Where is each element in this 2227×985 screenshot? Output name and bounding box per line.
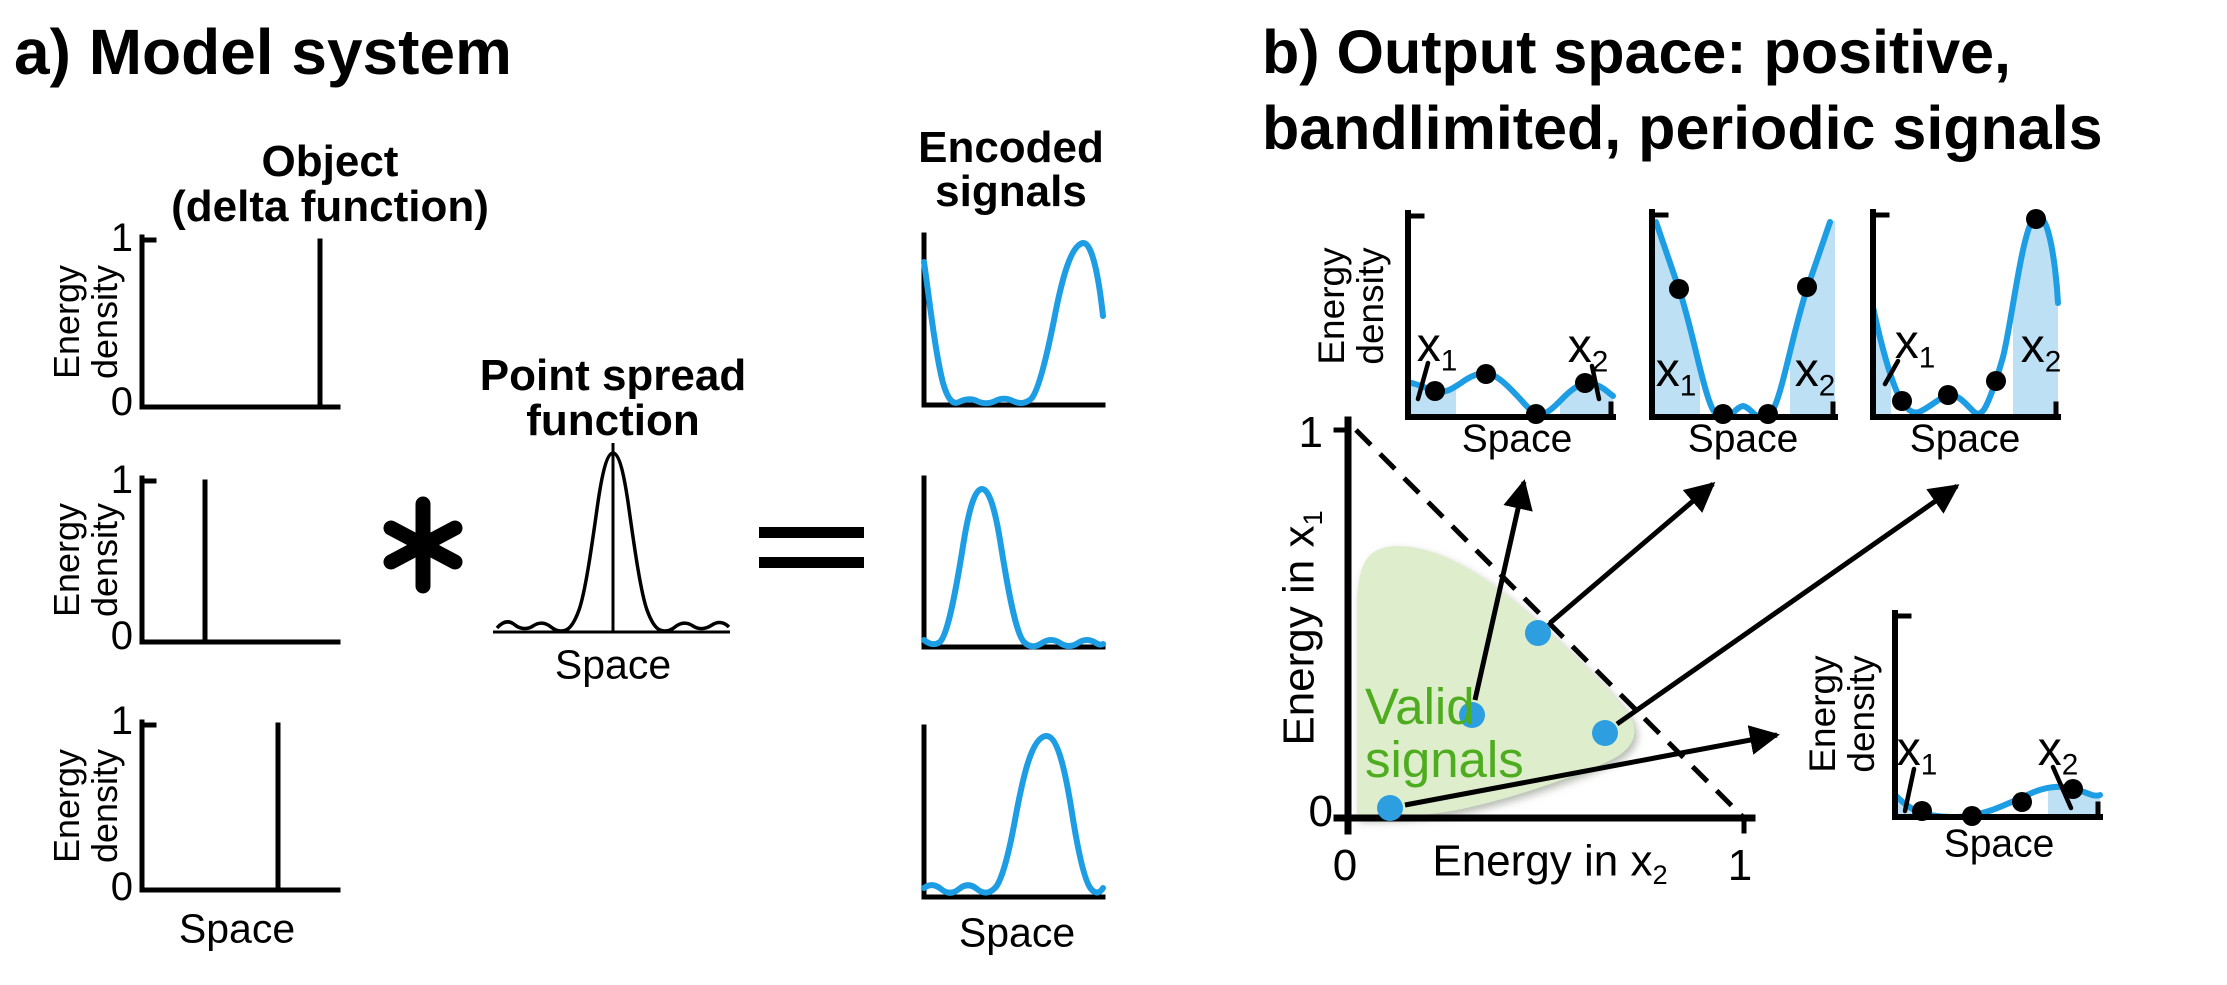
scatter-ytick-0: 0 [1308,787,1333,837]
object-plot1-axes [139,234,341,410]
encoded-plot1-axes [921,232,1106,408]
object-plot-axes [139,234,341,893]
object-plot1-tick-1: 1 [110,216,133,261]
plot1-ticks [1405,213,1614,420]
plot2-x1-label: x1 [1655,343,1697,403]
scatter-point-4 [1592,720,1618,746]
psf-plot [493,443,731,634]
encoded-signal-curves [921,240,1106,896]
scatter-xtick-1: 1 [1727,841,1753,891]
object-xlabel: Space [178,905,296,952]
valid-signals-region [1357,546,1635,818]
encoded-curve-1 [921,240,1106,407]
plot3-axes [1870,209,2061,420]
scatter-point-3 [1525,620,1551,646]
scatter-point-2 [1459,702,1485,728]
arrow-to-plot1 [1472,479,1533,701]
scatter-ytick-1: 1 [1298,408,1323,458]
object-plot1-tick-0: 0 [110,380,133,425]
panel-b-title: b) Output space: positive, bandlimited, … [1262,18,2103,162]
psf-curve [495,451,731,633]
plot3-x2-fill [2013,216,2058,417]
plot2-ticks [1649,212,1836,420]
convolution-asterisk-icon [383,496,463,594]
arrow-to-plot3 [1615,483,1960,727]
plot2-x2-label: x2 [1794,343,1836,403]
plot4-x2-label: x2 [2037,722,2079,782]
scatter-ylabel: Energy in x1 [1274,510,1329,746]
plot1-x2-label: x2 [1567,319,1609,379]
plot1-x2-slash [1589,363,1602,402]
plot3-x1-slash [1882,358,1901,387]
scatter-axes [1333,416,1756,835]
plot4-x1-slash [1902,766,1917,814]
object-plot3-ylabel: Energy density [46,748,125,864]
plot2-x2-fill [1790,221,1835,417]
point-arrows [1404,479,1960,808]
encoded-plot2-axes [921,475,1106,650]
plot4-x2-slash [2050,764,2074,811]
encoded-header: Encoded signals [918,123,1104,216]
plot4-ylabel: Energy density [1802,655,1882,773]
arrow-to-plot2 [1548,482,1716,625]
object-plot3-tick-1: 1 [110,699,133,744]
plot2-xlabel: Space [1687,417,1799,461]
arrow-to-plot4 [1404,725,1780,808]
plot3-x1-label: x1 [1894,315,1936,375]
scatter-point-1 [1377,795,1403,821]
object-plot2-tick-1: 1 [110,458,133,503]
equals-icon [759,527,864,568]
plot4-ticks [1892,613,2101,820]
encoded-plot-axes [921,232,1106,900]
plot4-axes [1892,610,2103,820]
psf-header: Point spread function [479,351,747,445]
plot2-curve [1653,219,1833,421]
scatter-xlabel: Energy in x2 [1432,836,1668,891]
encoded-curve-3 [921,733,1106,896]
object-header: Object (delta function) [171,137,489,231]
plot1-ylabel: Energy density [1311,247,1391,365]
scatter-xtick-0: 0 [1332,841,1358,891]
encoded-plot3-axes [921,724,1106,900]
plot3-xlabel: Space [1909,417,2021,461]
object-plot2-axes [139,475,341,645]
plot1-x1-label: x1 [1416,318,1458,378]
plot3-x2-label: x2 [2020,319,2062,379]
plot1-xlabel: Space [1461,417,1573,461]
object-plot3-axes [139,719,341,893]
sample-dots [1425,209,2083,826]
object-plot2-ylabel: Energy density [46,502,125,618]
window-marker-slashes [1415,358,2074,814]
plot2-x1-fill [1652,214,1700,417]
plot4-x1-label: x1 [1896,722,1938,782]
object-plot3-tick-0: 0 [110,865,133,910]
encoded-curve-2 [921,485,1106,650]
panel-a-title: a) Model system [14,16,512,88]
plot4-xlabel: Space [1943,822,2055,866]
scatter-points [1377,620,1618,821]
plot1-x1-slash [1415,360,1431,402]
plot3-ticks [1870,212,2059,420]
object-plot1-ylabel: Energy density [46,264,125,380]
valid-signals-label: Valid signals [1365,678,1524,788]
signal-plot-axes [1405,209,2103,820]
encoded-xlabel: Space [958,909,1076,956]
object-plot2-tick-0: 0 [110,614,133,659]
psf-xlabel: Space [554,641,672,688]
